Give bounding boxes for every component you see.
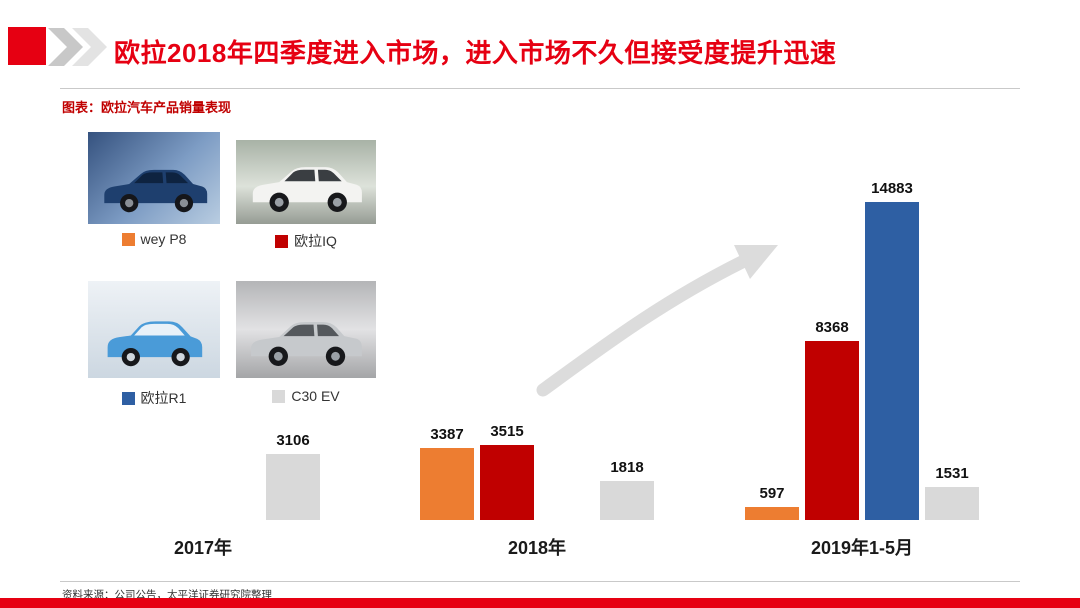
legend-item-c30-ev: C30 EV — [236, 388, 376, 404]
bar-value-label: 8368 — [815, 319, 849, 336]
legend-label-c30-ev: C30 EV — [291, 388, 340, 404]
car-silhouette-wey-p8 — [104, 170, 208, 213]
red-square-logo — [8, 27, 46, 65]
car-silhouette-ora-r1 — [107, 321, 203, 367]
bar-wey P8-2018年 — [420, 448, 474, 520]
legend-swatch-ora-r1 — [121, 391, 135, 405]
bar-C30 EV-2018年 — [600, 481, 654, 520]
bar-value-label: 14883 — [871, 180, 913, 197]
header-divider — [60, 88, 1020, 89]
legend-swatch-c30-ev — [272, 389, 286, 403]
car-silhouette-c30-ev — [251, 322, 363, 367]
bar-C30 EV-2017年 — [266, 454, 320, 520]
car-photo-ora-r1 — [88, 281, 220, 378]
chart-caption: 图表：欧拉汽车产品销量表现 — [62, 100, 232, 115]
legend-swatch-ora-iq — [275, 234, 289, 248]
legend-item-ora-iq: 欧拉IQ — [236, 231, 376, 251]
footer-divider — [60, 581, 1020, 582]
legend-item-ora-r1: 欧拉R1 — [88, 388, 220, 408]
category-label-2017年: 2017年 — [173, 538, 233, 558]
bar-value-label: 3387 — [430, 426, 464, 443]
bar-value-label: 597 — [759, 485, 785, 502]
bar-value-label: 3515 — [490, 423, 524, 440]
bar-wey P8-2019年1-5月 — [745, 507, 799, 520]
bar-value-label: 1531 — [935, 465, 969, 482]
bar-value-label: 3106 — [276, 432, 310, 449]
legend-label-ora-iq: 欧拉IQ — [294, 233, 337, 249]
bar-value-label: 1818 — [610, 459, 644, 476]
bar-chart: 3106 3387 3515 1818 597 8368 14883 1531 — [0, 170, 1080, 520]
legend-item-wey-p8: wey P8 — [88, 231, 220, 247]
page-title: 欧拉2018年四季度进入市场，进入市场不久但接受度提升迅速 — [114, 38, 837, 68]
category-label-2018年: 2018年 — [507, 538, 567, 558]
category-label-2019年1-5月: 2019年1-5月 — [810, 538, 914, 558]
legend-label-ora-r1: 欧拉R1 — [140, 390, 187, 406]
legend-label-wey-p8: wey P8 — [140, 231, 187, 247]
bar-C30 EV-2019年1-5月 — [925, 487, 979, 520]
bar-欧拉IQ-2018年 — [480, 445, 534, 520]
legend-swatch-wey-p8 — [121, 232, 135, 246]
bar-欧拉IQ-2019年1-5月 — [805, 341, 859, 520]
car-silhouette-ora-iq — [253, 167, 363, 213]
bar-欧拉R1-2019年1-5月 — [865, 202, 919, 520]
car-photo-wey-p8 — [88, 132, 220, 224]
car-photo-ora-iq — [236, 140, 376, 224]
bottom-red-bar — [0, 598, 1080, 608]
double-chevron-icon — [48, 28, 107, 66]
car-photo-c30-ev — [236, 281, 376, 378]
